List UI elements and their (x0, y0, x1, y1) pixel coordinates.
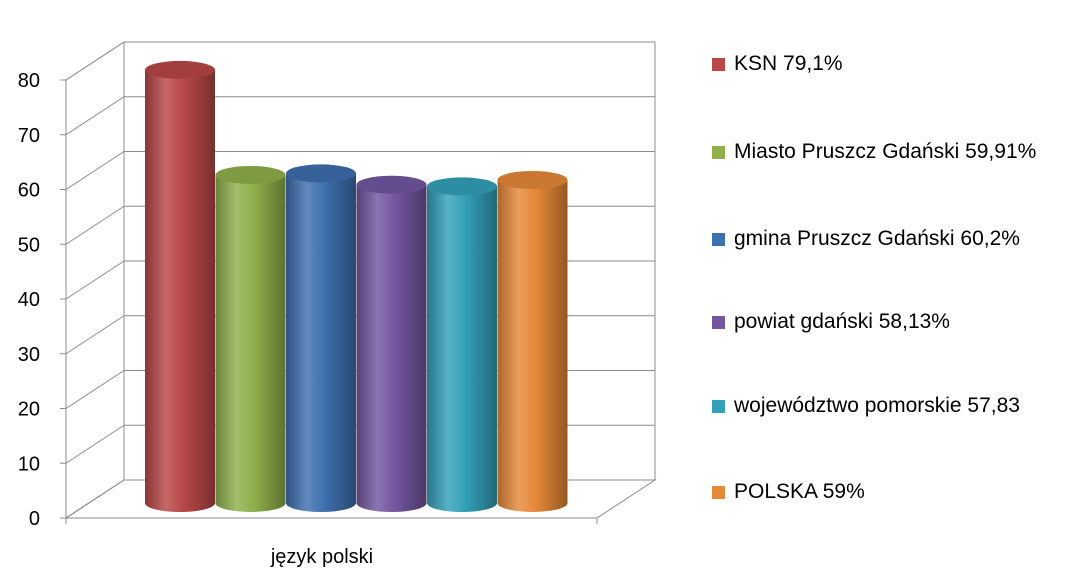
legend-item: powiat gdański 58,13% (712, 306, 1072, 337)
bar-body (286, 173, 356, 512)
bar-top (286, 164, 356, 183)
y-tick-label: 60 (18, 180, 40, 202)
gridline-diagonal (65, 41, 125, 81)
legend-swatch (712, 233, 725, 246)
bars (145, 60, 568, 513)
bar-top (497, 170, 568, 189)
gridline-diagonal (65, 315, 125, 355)
y-tick-label: 70 (18, 125, 40, 147)
y-tick-label: 0 (29, 508, 40, 530)
y-tick-label: 20 (18, 399, 40, 421)
gridline-diagonal (65, 96, 125, 136)
y-tick-label: 80 (18, 70, 40, 92)
legend: KSN 79,1% Miasto Pruszcz Gdański 59,91% gm… (712, 48, 1082, 518)
bar-top (215, 165, 286, 184)
bar (145, 60, 215, 513)
bar-body (497, 179, 568, 512)
gridline-diagonal (65, 151, 125, 190)
legend-label: gmina Pruszcz Gdański 60,2% (734, 227, 1020, 250)
legend-item: województwo pomorskie 57,83 (712, 390, 1072, 421)
bar (497, 170, 568, 512)
y-tick-label: 50 (18, 234, 40, 256)
y-tick-label: 30 (18, 344, 40, 366)
legend-item: POLSKA 59% (712, 476, 1072, 507)
legend-swatch (712, 58, 725, 71)
bar-top (427, 177, 497, 196)
legend-label: Miasto Pruszcz Gdański 59,91% (734, 140, 1037, 163)
y-tick-label: 10 (18, 453, 40, 475)
x-category-label: język polski (270, 546, 373, 568)
bar-top (145, 60, 215, 79)
legend-label: powiat gdański 58,13% (734, 310, 950, 333)
legend-swatch (712, 316, 725, 329)
legend-label: województwo pomorskie 57,83 (734, 394, 1020, 417)
gridline-diagonal (65, 370, 125, 409)
bar (356, 175, 427, 512)
legend-item: KSN 79,1% (712, 48, 1072, 79)
bar-chart: 0 10 20 30 40 50 60 70 80 język polski (18, 41, 657, 568)
bar (215, 165, 286, 512)
legend-swatch (712, 400, 725, 413)
bar-body (356, 184, 427, 512)
bar-body (215, 174, 286, 512)
bar (427, 177, 497, 513)
y-tick-label: 40 (18, 289, 40, 311)
bar-top (356, 175, 427, 194)
gridline-diagonal (65, 205, 125, 245)
legend-label: POLSKA 59% (734, 480, 865, 503)
legend-swatch (712, 486, 725, 499)
y-axis-ticks: 0 10 20 30 40 50 60 70 80 (18, 70, 66, 530)
gridline-diagonal (65, 424, 125, 464)
bar (286, 164, 356, 512)
gridline-diagonal (65, 479, 125, 519)
legend-swatch (712, 146, 725, 159)
legend-item: Miasto Pruszcz Gdański 59,91% (712, 136, 1072, 167)
legend-item: gmina Pruszcz Gdański 60,2% (712, 223, 1072, 254)
legend-label: KSN 79,1% (734, 52, 843, 75)
bar-body (145, 69, 215, 513)
gridline-diagonal (65, 260, 125, 300)
bar-body (427, 186, 497, 513)
